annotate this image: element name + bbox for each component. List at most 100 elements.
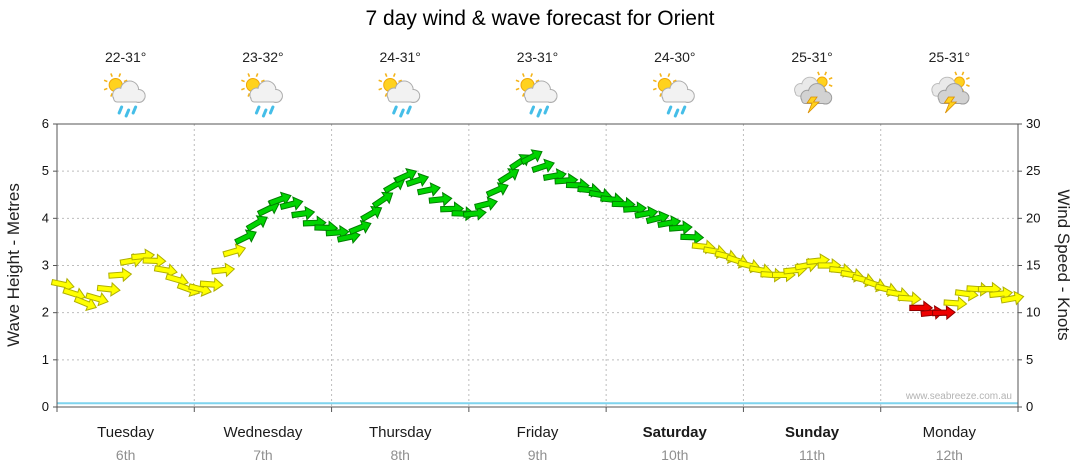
- day-date-label: 9th: [528, 447, 547, 463]
- temp-label: 25-31°: [791, 49, 832, 65]
- sun-ray-icon: [824, 71, 828, 76]
- raindrop-icon: [680, 105, 687, 115]
- raindrop-icon: [261, 108, 268, 118]
- weather-icon-sun-cloud-rain-icon: [652, 73, 695, 118]
- raindrop-icon: [117, 105, 124, 115]
- sun-ray-icon: [521, 93, 525, 97]
- wind-arrow: [416, 182, 441, 197]
- left-tick-label: 6: [42, 116, 49, 131]
- right-tick-label: 25: [1026, 163, 1040, 178]
- sun-ray-icon: [828, 84, 833, 87]
- raindrop-icon: [666, 105, 673, 115]
- wind-arrow: [531, 158, 555, 174]
- watermark: www.seabreeze.com.au: [905, 391, 1012, 402]
- raindrop-icon: [131, 105, 138, 115]
- sun-ray-icon: [828, 77, 833, 80]
- sun-ray-icon: [535, 79, 540, 83]
- wind-arrow: [668, 220, 693, 236]
- raindrop-icon: [406, 105, 412, 115]
- cloud-icon: [114, 95, 143, 102]
- sun-ray-icon: [103, 87, 108, 91]
- sun-ray-icon: [110, 93, 113, 97]
- day-date-label: 8th: [390, 447, 409, 463]
- day-date-label: 7th: [253, 447, 272, 463]
- left-axis-label: Wave Height - Metres: [4, 183, 23, 347]
- right-axis-label: Wind Speed - Knots: [1054, 189, 1073, 341]
- sun-ray-icon: [378, 79, 383, 83]
- sun-ray-icon: [515, 87, 520, 91]
- sun-ray-icon: [241, 87, 245, 91]
- sun-ray-icon: [110, 73, 113, 77]
- sun-ray-icon: [965, 77, 970, 80]
- day-date-label: 10th: [661, 447, 688, 463]
- raindrop-icon: [536, 108, 542, 118]
- wind-arrow: [245, 215, 268, 232]
- temp-label: 23-31°: [517, 49, 558, 65]
- raindrop-icon: [254, 105, 261, 115]
- right-tick-label: 30: [1026, 116, 1040, 131]
- sun-ray-icon: [384, 73, 388, 77]
- right-tick-label: 0: [1026, 399, 1033, 414]
- raindrop-icon: [268, 105, 275, 115]
- sun-ray-icon: [118, 73, 122, 77]
- sun-ray-icon: [247, 73, 251, 77]
- right-tick-label: 5: [1026, 352, 1033, 367]
- wind-arrow: [645, 210, 670, 225]
- wind-arrow: [1000, 290, 1025, 306]
- wind-arrow: [85, 291, 109, 307]
- wind-arrow: [680, 229, 705, 245]
- weather-icon-storm-icon: [931, 71, 970, 114]
- right-tick-label: 20: [1026, 210, 1040, 225]
- wind-arrow: [153, 263, 178, 279]
- weather-icon-sun-cloud-rain-icon: [515, 73, 558, 118]
- sun-ray-icon: [247, 93, 251, 97]
- sun-ray-icon: [817, 71, 820, 76]
- day-name-label: Friday: [517, 424, 559, 441]
- left-tick-label: 1: [42, 352, 49, 367]
- sun-ray-icon: [255, 73, 259, 77]
- wind-arrow: [234, 229, 257, 246]
- left-tick-label: 3: [42, 258, 49, 273]
- wind-arrow: [268, 191, 292, 207]
- wind-arrow: [73, 296, 98, 312]
- sun-ray-icon: [521, 73, 525, 77]
- temp-label: 23-32°: [242, 49, 283, 65]
- sun-ray-icon: [378, 87, 383, 91]
- left-tick-label: 5: [42, 163, 49, 178]
- wind-arrow: [931, 305, 956, 321]
- sun-ray-icon: [123, 79, 128, 83]
- temp-label: 24-31°: [380, 49, 421, 65]
- wind-arrow: [897, 291, 922, 307]
- raindrop-icon: [529, 105, 535, 115]
- day-date-label: 11th: [799, 447, 825, 463]
- day-date-label: 6th: [116, 447, 135, 463]
- sun-ray-icon: [530, 73, 534, 77]
- left-tick-label: 0: [42, 399, 49, 414]
- sun-ray-icon: [652, 87, 657, 91]
- sun-ray-icon: [672, 79, 677, 83]
- wind-arrow: [634, 205, 659, 221]
- day-name-label: Monday: [923, 424, 977, 441]
- wind-arrow: [142, 253, 167, 269]
- day-name-label: Tuesday: [97, 424, 154, 441]
- sun-ray-icon: [384, 93, 388, 97]
- wind-arrow: [474, 196, 498, 211]
- wind-arrow: [371, 191, 394, 209]
- wind-arrow: [497, 168, 520, 185]
- left-tick-label: 2: [42, 305, 49, 320]
- raindrop-icon: [392, 105, 398, 115]
- day-date-label: 12th: [936, 447, 963, 463]
- axis-ticks: 0 1 2 3 4 5 6 0 5 10 15 20 25 30: [42, 116, 1041, 414]
- raindrop-icon: [124, 108, 131, 118]
- temp-label: 24-30°: [654, 49, 695, 65]
- day-name-label: Thursday: [369, 424, 432, 441]
- wind-arrow: [943, 295, 968, 311]
- weather-icon-sun-cloud-rain-icon: [241, 73, 283, 118]
- wind-arrow: [211, 262, 236, 278]
- cloud-icon: [251, 95, 281, 102]
- sun-ray-icon: [398, 79, 403, 83]
- temp-label: 25-31°: [929, 49, 970, 65]
- sun-ray-icon: [652, 79, 657, 83]
